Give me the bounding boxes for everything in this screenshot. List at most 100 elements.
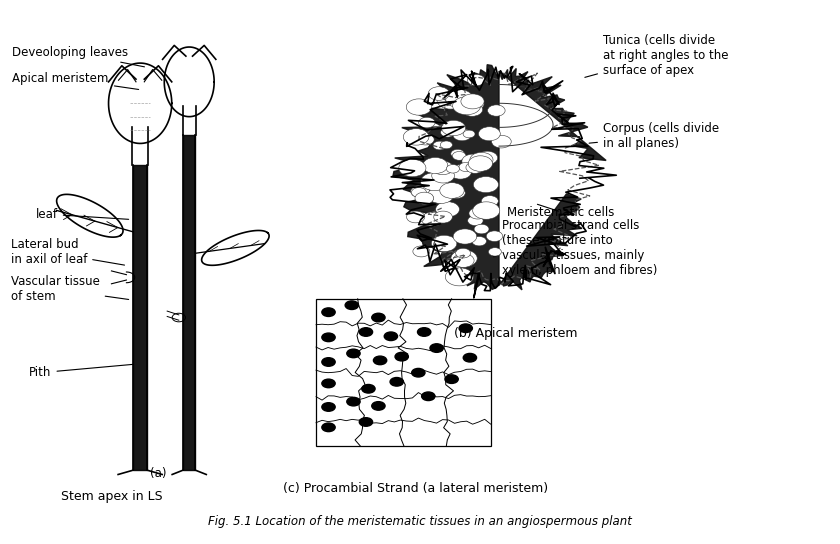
Circle shape (322, 308, 335, 317)
Circle shape (453, 254, 474, 268)
Circle shape (442, 120, 465, 136)
Circle shape (432, 235, 457, 252)
Circle shape (347, 349, 360, 358)
Circle shape (459, 163, 473, 171)
Circle shape (453, 97, 480, 115)
Text: (b) Apical meristem: (b) Apical meristem (454, 327, 577, 341)
Circle shape (469, 208, 486, 219)
Circle shape (451, 149, 465, 158)
Text: leaf: leaf (36, 208, 129, 221)
Circle shape (372, 401, 385, 410)
Circle shape (467, 75, 485, 86)
Text: Fig. 5.1 Location of the meristematic tissues in an angiospermous plant: Fig. 5.1 Location of the meristematic ti… (208, 515, 632, 528)
Circle shape (345, 301, 359, 310)
Circle shape (418, 118, 435, 128)
Circle shape (384, 332, 397, 341)
Circle shape (436, 202, 459, 217)
Circle shape (430, 344, 444, 353)
Text: Corpus (cells divide
in all planes): Corpus (cells divide in all planes) (589, 122, 719, 150)
Polygon shape (165, 47, 214, 116)
Circle shape (322, 423, 335, 431)
Circle shape (481, 196, 498, 207)
Circle shape (372, 313, 385, 322)
Circle shape (422, 392, 435, 400)
Circle shape (432, 161, 454, 175)
Circle shape (467, 106, 480, 115)
Text: (c) Procambial Strand (a lateral meristem): (c) Procambial Strand (a lateral meriste… (283, 481, 549, 494)
Circle shape (463, 130, 475, 138)
Circle shape (362, 385, 375, 393)
Circle shape (462, 103, 483, 116)
Circle shape (455, 248, 470, 258)
Circle shape (415, 192, 433, 204)
Circle shape (445, 268, 474, 286)
Circle shape (449, 165, 471, 179)
Circle shape (417, 193, 433, 203)
Circle shape (446, 164, 459, 173)
Polygon shape (56, 194, 123, 237)
Circle shape (412, 188, 427, 197)
Circle shape (474, 224, 489, 234)
Circle shape (466, 162, 484, 174)
Circle shape (453, 151, 466, 160)
Circle shape (445, 90, 473, 108)
Circle shape (322, 358, 335, 366)
Text: Pith: Pith (29, 364, 133, 379)
Text: Apical meristem: Apical meristem (13, 72, 139, 89)
Circle shape (360, 327, 373, 336)
Circle shape (464, 97, 484, 110)
Text: Procambial strand cells
(these mature into
vascular tissues, mainly
xylem, phloe: Procambial strand cells (these mature in… (493, 219, 657, 277)
Circle shape (407, 211, 425, 223)
Circle shape (413, 246, 430, 257)
Circle shape (407, 99, 432, 115)
Text: Stem apex in LS: Stem apex in LS (61, 490, 163, 503)
Circle shape (462, 154, 484, 168)
Text: Meristematic cells: Meristematic cells (507, 205, 615, 219)
Circle shape (453, 229, 477, 244)
Circle shape (479, 127, 501, 141)
Circle shape (347, 397, 360, 406)
Circle shape (390, 378, 403, 386)
Circle shape (421, 172, 449, 190)
Circle shape (487, 105, 505, 116)
Circle shape (443, 259, 461, 271)
Circle shape (440, 183, 465, 199)
Circle shape (360, 418, 373, 426)
Circle shape (441, 128, 455, 137)
Circle shape (470, 152, 493, 167)
Circle shape (428, 86, 449, 100)
Circle shape (463, 354, 476, 362)
Polygon shape (393, 65, 606, 290)
Circle shape (399, 159, 426, 177)
Circle shape (322, 403, 335, 411)
Text: Tunica (cells divide
at right angles to the
surface of apex: Tunica (cells divide at right angles to … (585, 34, 728, 77)
Polygon shape (108, 63, 171, 144)
Circle shape (395, 353, 408, 361)
Circle shape (472, 237, 486, 246)
Circle shape (488, 248, 501, 256)
Circle shape (451, 250, 477, 267)
Text: Vascular tissue
of stem: Vascular tissue of stem (11, 275, 129, 303)
Circle shape (422, 212, 444, 226)
Circle shape (477, 151, 497, 164)
Circle shape (445, 375, 459, 384)
Circle shape (459, 324, 472, 332)
Circle shape (403, 128, 429, 145)
Circle shape (423, 157, 448, 174)
Circle shape (440, 141, 453, 149)
Circle shape (468, 215, 483, 226)
Circle shape (428, 187, 454, 203)
Circle shape (433, 141, 447, 150)
Circle shape (468, 156, 492, 171)
Circle shape (374, 356, 386, 364)
Circle shape (491, 135, 512, 148)
Circle shape (449, 188, 465, 199)
Text: Lateral bud
in axil of leaf: Lateral bud in axil of leaf (11, 238, 124, 266)
Circle shape (486, 231, 503, 242)
Text: (a): (a) (150, 467, 166, 480)
Circle shape (474, 176, 498, 193)
Circle shape (433, 211, 452, 223)
Circle shape (432, 168, 454, 183)
Circle shape (322, 333, 335, 342)
Bar (316, 299, 491, 446)
